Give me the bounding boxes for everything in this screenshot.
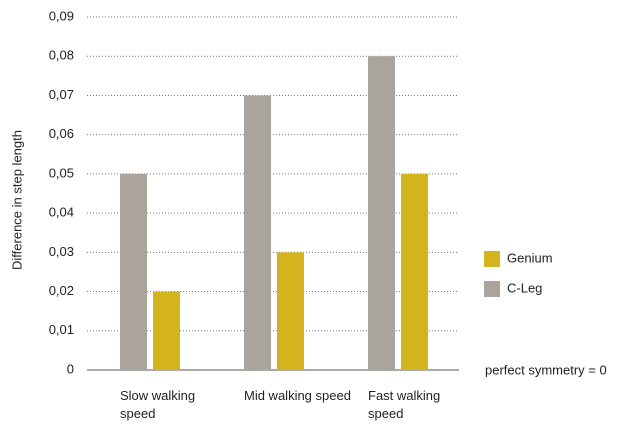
y-tick-label: 0,05 (49, 165, 74, 180)
x-tick-label: Fast walking speed (368, 388, 441, 421)
y-tick-label: 0,07 (49, 87, 74, 102)
legend-label: C-Leg (507, 280, 542, 295)
y-tick-label: 0,01 (49, 322, 74, 337)
bar (153, 291, 180, 370)
bar (277, 252, 304, 370)
legend-swatch (484, 251, 500, 267)
y-tick-label: 0,03 (49, 244, 74, 259)
bar (401, 173, 428, 370)
x-tick-label: Mid walking speed (244, 388, 351, 403)
bar (120, 173, 147, 370)
legend-swatch (484, 281, 500, 297)
y-tick-label: 0,02 (49, 283, 74, 298)
y-tick-label: 0 (67, 361, 74, 376)
bar (244, 95, 271, 370)
bar (368, 56, 395, 370)
y-tick-label: 0,09 (49, 8, 74, 23)
y-tick-label: 0,08 (49, 48, 74, 63)
y-tick-label: 0,06 (49, 126, 74, 141)
y-tick-label: 0,04 (49, 205, 74, 220)
y-axis-label: Difference in step length (9, 130, 24, 270)
annotation: perfect symmetry = 0 (485, 362, 607, 377)
x-tick-label: Slow walking speed (120, 388, 196, 421)
legend-label: Genium (507, 250, 553, 265)
